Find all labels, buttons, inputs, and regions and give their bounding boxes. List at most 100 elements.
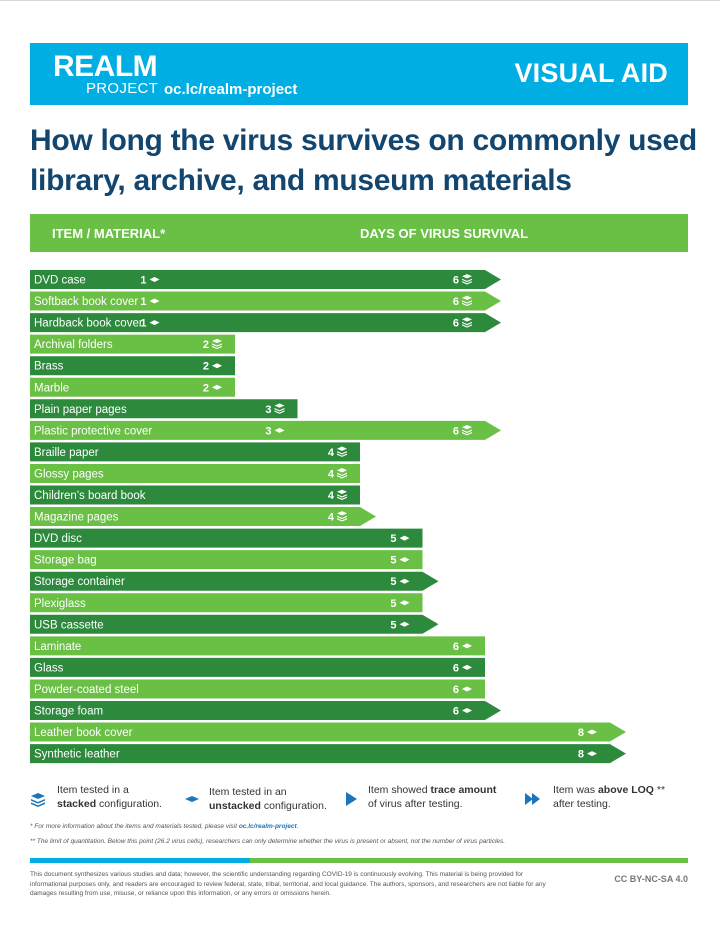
chart-row: Plain paper pages 3 [30,399,298,419]
unstacked-icon [462,708,472,713]
value-label: 1 [140,296,146,308]
unstacked-icon [462,643,472,649]
value-label: 4 [328,512,335,524]
chart-row: Storage bag 5 [30,550,423,570]
bar [30,636,485,656]
stacked-icon [337,446,347,457]
footnote-1: * For more information about the items a… [30,823,299,830]
value-label: 6 [453,296,459,308]
item-column-header: ITEM / MATERIAL* [52,226,166,241]
row-label: Laminate [34,641,81,653]
chart-row: Synthetic leather 8 [30,744,626,764]
chart-row: Leather book cover 8 [30,722,626,742]
unstacked-icon [587,751,597,757]
row-label: Hardback book cover [34,318,143,330]
bar [30,701,501,720]
row-label: Plastic protective cover [34,425,152,437]
project-url-link[interactable]: oc.lc/realm-project [164,81,298,98]
row-label: Powder-coated steel [34,684,139,696]
row-label: Storage container [34,576,125,588]
table-header: ITEM / MATERIAL* DAYS OF VIRUS SURVIVAL [30,214,688,252]
row-label: Marble [34,382,69,394]
chart-row: Brass 2 [30,356,235,376]
bar [30,528,423,548]
chart-row: Glass 6 [30,657,485,677]
chart-row: USB cassette 5 [30,614,439,634]
footnote-2: ** The limit of quantitation. Below this… [30,838,506,845]
unstacked-icon [399,578,410,584]
license-label: CC BY-NC-SA 4.0 [614,874,688,884]
value-label: 4 [328,447,335,459]
stacked-icon [462,295,472,307]
unstacked-icon [587,729,597,735]
unstacked-icon [212,363,222,369]
bar [30,722,626,742]
value-label: 5 [390,576,396,588]
chart-row: Storage foam 6 [30,701,501,720]
value-label: 6 [453,684,459,696]
value-label: 6 [453,275,459,287]
value-label: 6 [453,318,459,330]
stacked-icon [462,424,472,436]
chart-row: Braille paper 4 [30,442,360,462]
value-label: 2 [203,339,209,351]
unstacked-icon [185,796,199,802]
bar [30,550,423,570]
chart-row: DVD disc 5 [30,528,423,548]
chart-row: Storage container 5 [30,571,439,591]
value-label: 5 [390,533,396,545]
realm-logo: REALM [53,50,158,83]
chart-row: Children's board book 4 [30,485,360,505]
value-label: 1 [140,275,146,287]
value-label: 5 [390,598,396,610]
row-label: Leather book cover [34,727,133,739]
bar [30,657,485,677]
row-label: Magazine pages [34,512,119,524]
row-label: USB cassette [34,619,104,631]
unstacked-icon [462,686,472,692]
footnote-link[interactable]: oc.lc/realm-project [238,823,297,830]
row-label: Glass [34,662,64,674]
value-label: 1 [140,318,146,330]
value-label: 5 [390,619,396,631]
stacked-icon [462,274,472,285]
value-label: 3 [265,404,271,416]
chart-row: Marble 2 [30,377,235,397]
bar [30,313,501,333]
bar [30,356,235,376]
bar [30,463,360,483]
row-label: Synthetic leather [34,749,120,761]
unstacked-icon [149,277,160,282]
chart-row: DVD case 1 6 [30,270,501,289]
value-label: 8 [578,727,584,739]
bar [30,291,501,311]
realm-logo-project: PROJECT [86,80,159,97]
unstacked-icon [149,320,160,326]
unstacked-icon [399,557,410,563]
chart-row: Powder-coated steel 6 [30,679,485,699]
row-label: Brass [34,361,64,373]
unstacked-icon [399,621,410,627]
stacked-icon [337,489,347,500]
value-label: 3 [265,425,271,437]
chart-row: Plastic protective cover 3 6 [30,420,501,440]
row-label: DVD disc [34,533,82,545]
stacked-icon [212,338,222,350]
trace-arrow-icon [346,792,357,806]
stacked-icon [274,403,285,414]
row-label: DVD case [34,275,86,287]
chart-row: Glossy pages 4 [30,463,360,483]
value-label: 4 [328,468,335,480]
bar [30,485,360,505]
value-label: 6 [453,706,459,718]
unstacked-icon [462,664,472,670]
days-column-header: DAYS OF VIRUS SURVIVAL [360,226,529,241]
disclaimer-text: This document synthesizes various studie… [30,871,546,897]
bar [30,593,423,613]
unstacked-icon [212,384,222,390]
value-label: 5 [390,555,396,567]
unstacked-icon [399,535,410,541]
row-label: Glossy pages [34,468,104,480]
bar [30,571,439,591]
